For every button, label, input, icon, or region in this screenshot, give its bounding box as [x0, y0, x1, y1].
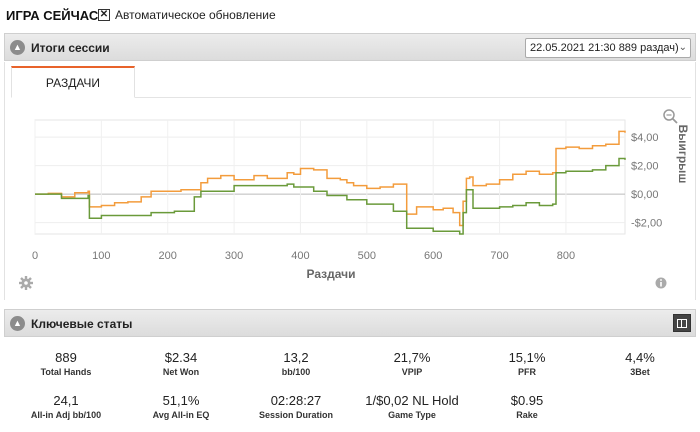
key-stats-grid: 889 Total Hands $2.34 Net Won 13,2 bb/10…	[4, 342, 696, 432]
zoom-icon[interactable]	[663, 109, 678, 124]
x-tick-label: 300	[225, 250, 243, 262]
stat-value: 02:28:27	[270, 393, 322, 408]
chevron-up-icon[interactable]: ▲	[10, 40, 25, 55]
session-panel-header: ▲ Итоги сессии 22.05.2021 21:30 889 разд…	[4, 33, 696, 61]
y-tick-label: -$2,00	[631, 218, 662, 230]
stat-label: Net Won	[162, 367, 200, 377]
stat-3bet: 4,4% 3Bet	[582, 350, 698, 377]
session-select[interactable]: 22.05.2021 21:30 889 раздач) ⌄	[525, 38, 691, 58]
columns-layout-icon[interactable]	[673, 314, 691, 332]
y-tick-label: $2,00	[631, 161, 659, 173]
stat-label: Total Hands	[40, 367, 92, 377]
stat-label: Session Duration	[258, 410, 333, 420]
stat-vpip: 21,7% VPIP	[354, 350, 470, 377]
stat-value: $0.95	[510, 393, 544, 408]
chart-panel: РАЗДАЧИ $4,00 $2,00 $0,00 -$2,00 0 100 200 300 4…	[4, 62, 696, 300]
x-tick-label: 100	[92, 250, 110, 262]
stat-value: 13,2	[283, 350, 309, 365]
x-tick-label: 800	[557, 250, 575, 262]
app-title: ИГРА СЕЙЧАС	[6, 8, 99, 23]
stat-label: Avg All-in EQ	[152, 410, 210, 420]
x-tick-label: 700	[490, 250, 508, 262]
key-stats-panel-title: Ключевые статы	[31, 317, 133, 331]
stat-label: Rake	[516, 410, 538, 420]
x-tick-label: 600	[424, 250, 442, 262]
stat-value: 1/$0,02 NL Hold	[365, 393, 459, 408]
chevron-up-icon[interactable]: ▲	[10, 316, 25, 331]
stat-value: 15,1%	[508, 350, 546, 365]
session-panel-title: Итоги сессии	[31, 41, 110, 55]
session-select-value: 22.05.2021 21:30 889 раздач)	[530, 42, 679, 54]
series-line-2	[35, 157, 626, 235]
y-tick-label: $0,00	[631, 189, 659, 201]
stat-label: bb/100	[281, 367, 311, 377]
stat-net-won: $2.34 Net Won	[123, 350, 239, 377]
info-icon[interactable]	[655, 277, 667, 289]
stat-pfr: 15,1% PFR	[469, 350, 585, 377]
x-tick-label: 200	[159, 250, 177, 262]
stat-value: 4,4%	[625, 350, 655, 365]
gear-icon[interactable]	[19, 276, 33, 290]
stat-game-type: 1/$0,02 NL Hold Game Type	[354, 393, 470, 420]
tab-bar: РАЗДАЧИ	[11, 66, 691, 98]
stat-all-in-adj: 24,1 All-in Adj bb/100	[8, 393, 124, 420]
y-axis-label: Выигрыш	[676, 125, 690, 184]
key-stats-panel-header: ▲ Ключевые статы	[4, 309, 696, 337]
auto-update-label: Автоматическое обновление	[115, 8, 276, 22]
top-bar: ИГРА СЕЙЧАС ✕ Автоматическое обновление	[0, 0, 700, 30]
stat-value: 21,7%	[393, 350, 431, 365]
x-tick-label: 400	[291, 250, 309, 262]
stat-avg-all-in-eq: 51,1% Avg All-in EQ	[123, 393, 239, 420]
tab-hands[interactable]: РАЗДАЧИ	[11, 66, 135, 98]
auto-update-checkbox[interactable]: ✕	[98, 9, 110, 21]
x-tick-label: 0	[32, 250, 38, 262]
stat-label: PFR	[518, 367, 536, 377]
stat-label: All-in Adj bb/100	[30, 410, 102, 420]
stat-value: 24,1	[53, 393, 79, 408]
stat-bb-100: 13,2 bb/100	[238, 350, 354, 377]
stat-rake: $0.95 Rake	[469, 393, 585, 420]
stat-label: VPIP	[401, 367, 423, 377]
stat-label: 3Bet	[630, 367, 650, 377]
auto-update-toggle[interactable]: ✕ Автоматическое обновление	[98, 8, 276, 22]
stat-value: 51,1%	[162, 393, 200, 408]
x-axis-label: Раздачи	[307, 267, 356, 281]
y-tick-label: $4,00	[631, 132, 659, 144]
stat-value: 889	[55, 350, 77, 365]
stat-value: $2.34	[164, 350, 198, 365]
chevron-down-icon: ⌄	[678, 42, 687, 53]
x-tick-label: 500	[358, 250, 376, 262]
winnings-chart: $4,00 $2,00 $0,00 -$2,00 0 100 200 300 400 500 600…	[19, 109, 690, 290]
stat-total-hands: 889 Total Hands	[8, 350, 124, 377]
stat-label: Game Type	[388, 410, 436, 420]
series-line-1	[35, 130, 626, 227]
stat-session-duration: 02:28:27 Session Duration	[238, 393, 354, 420]
